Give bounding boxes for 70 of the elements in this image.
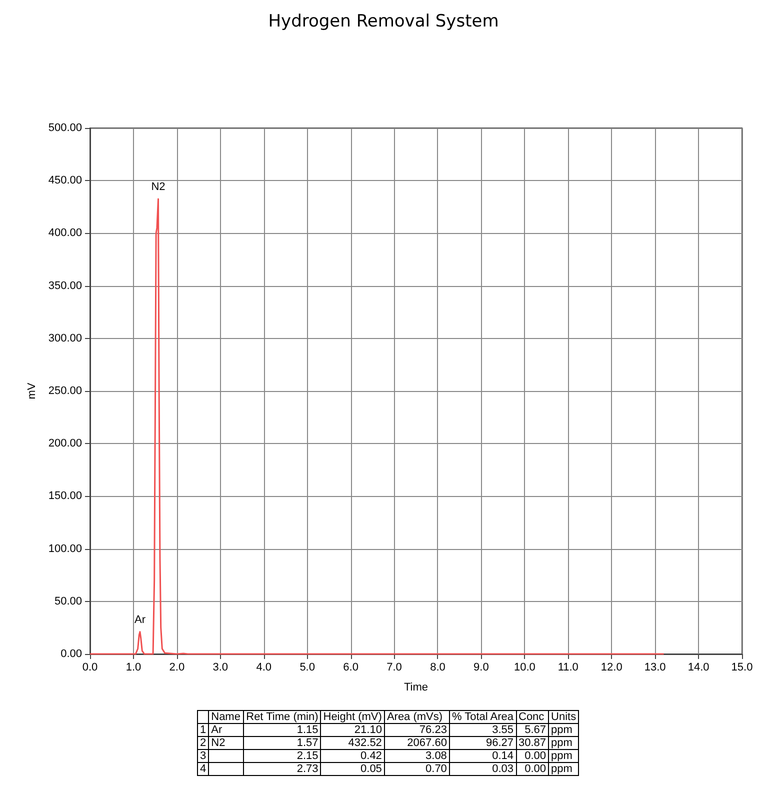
text: 4 bbox=[198, 762, 209, 776]
x-axis-title: Time bbox=[404, 682, 428, 694]
y-tick-label: 100.00 bbox=[48, 542, 82, 555]
text: N2 bbox=[208, 736, 244, 750]
text: 0.70 bbox=[384, 762, 450, 776]
y-tick-label: 50.00 bbox=[54, 595, 82, 608]
x-tick-label: 6.0 bbox=[343, 662, 358, 674]
text: 2.73 bbox=[244, 762, 321, 776]
text: 2067.60 bbox=[384, 736, 450, 750]
text: Height (mV) bbox=[320, 710, 384, 724]
y-tick-label: 400.00 bbox=[48, 227, 82, 240]
text: Conc bbox=[516, 710, 549, 724]
annotation: N2 bbox=[151, 180, 166, 193]
text: Ret Time (min) bbox=[244, 710, 321, 724]
text: Ar bbox=[208, 724, 244, 736]
y-tick-label: 0.00 bbox=[60, 648, 82, 660]
x-tick-label: 11.0 bbox=[558, 662, 578, 674]
y-tick-label: 300.00 bbox=[48, 332, 82, 344]
text: 1.57 bbox=[244, 736, 321, 750]
x-tick-label: 14.0 bbox=[688, 662, 710, 674]
text: 3 bbox=[198, 750, 209, 762]
x-tick-label: 13.0 bbox=[644, 662, 666, 674]
text: 0.14 bbox=[449, 750, 516, 762]
x-tick-label: 5.0 bbox=[300, 662, 315, 674]
text: 21.10 bbox=[320, 724, 384, 736]
x-tick-label: 0.0 bbox=[82, 662, 98, 674]
text: 30.87 bbox=[516, 736, 549, 750]
x-tick-label: 1.0 bbox=[126, 662, 142, 674]
text: Name bbox=[208, 710, 244, 724]
x-tick-label: 3.0 bbox=[212, 662, 228, 674]
x-tick-label: 4.0 bbox=[256, 662, 272, 674]
text: 5.67 bbox=[516, 724, 549, 736]
x-tick-label: 9.0 bbox=[474, 662, 489, 674]
y-tick-label: 500.00 bbox=[48, 122, 82, 134]
text: 2.15 bbox=[244, 750, 321, 762]
text: 76.23 bbox=[384, 724, 450, 736]
annotation: Ar bbox=[134, 614, 146, 626]
text: Area (mVs) bbox=[384, 710, 450, 724]
text: 432.52 bbox=[320, 736, 384, 750]
text: ppm bbox=[548, 724, 579, 736]
text: 2 bbox=[198, 736, 209, 750]
text: 0.03 bbox=[449, 762, 516, 776]
y-tick-label: 150.00 bbox=[48, 490, 82, 502]
text: 0.00 bbox=[516, 762, 549, 776]
x-tick-label: 15.0 bbox=[731, 662, 753, 674]
y-tick-label: 350.00 bbox=[48, 280, 82, 292]
x-tick-label: 10.0 bbox=[514, 662, 536, 674]
text: Units bbox=[548, 710, 579, 724]
text: 0.42 bbox=[320, 750, 384, 762]
x-tick-label: 12.0 bbox=[600, 662, 622, 674]
text: 96.27 bbox=[449, 736, 516, 750]
text: ppm bbox=[548, 762, 579, 776]
text: 3.55 bbox=[449, 724, 516, 736]
text: ppm bbox=[548, 750, 579, 762]
text: ppm bbox=[548, 736, 579, 750]
text: 0.00 bbox=[516, 750, 549, 762]
line-series bbox=[89, 198, 665, 655]
x-tick-label: 8.0 bbox=[430, 662, 446, 674]
chart-title: Hydrogen Removal System bbox=[268, 12, 499, 32]
y-axis-title: mV bbox=[26, 382, 38, 400]
y-tick-label: 250.00 bbox=[48, 385, 82, 397]
y-tick-label: 200.00 bbox=[48, 438, 82, 450]
text: 3.08 bbox=[384, 750, 450, 762]
text: % Total Area bbox=[449, 710, 516, 724]
text: 1.15 bbox=[244, 724, 321, 736]
x-tick-label: 7.0 bbox=[386, 662, 402, 674]
text: 1 bbox=[198, 724, 209, 736]
y-tick-label: 450.00 bbox=[48, 174, 82, 187]
text: 0.05 bbox=[320, 762, 384, 776]
x-tick-label: 2.0 bbox=[169, 662, 185, 674]
